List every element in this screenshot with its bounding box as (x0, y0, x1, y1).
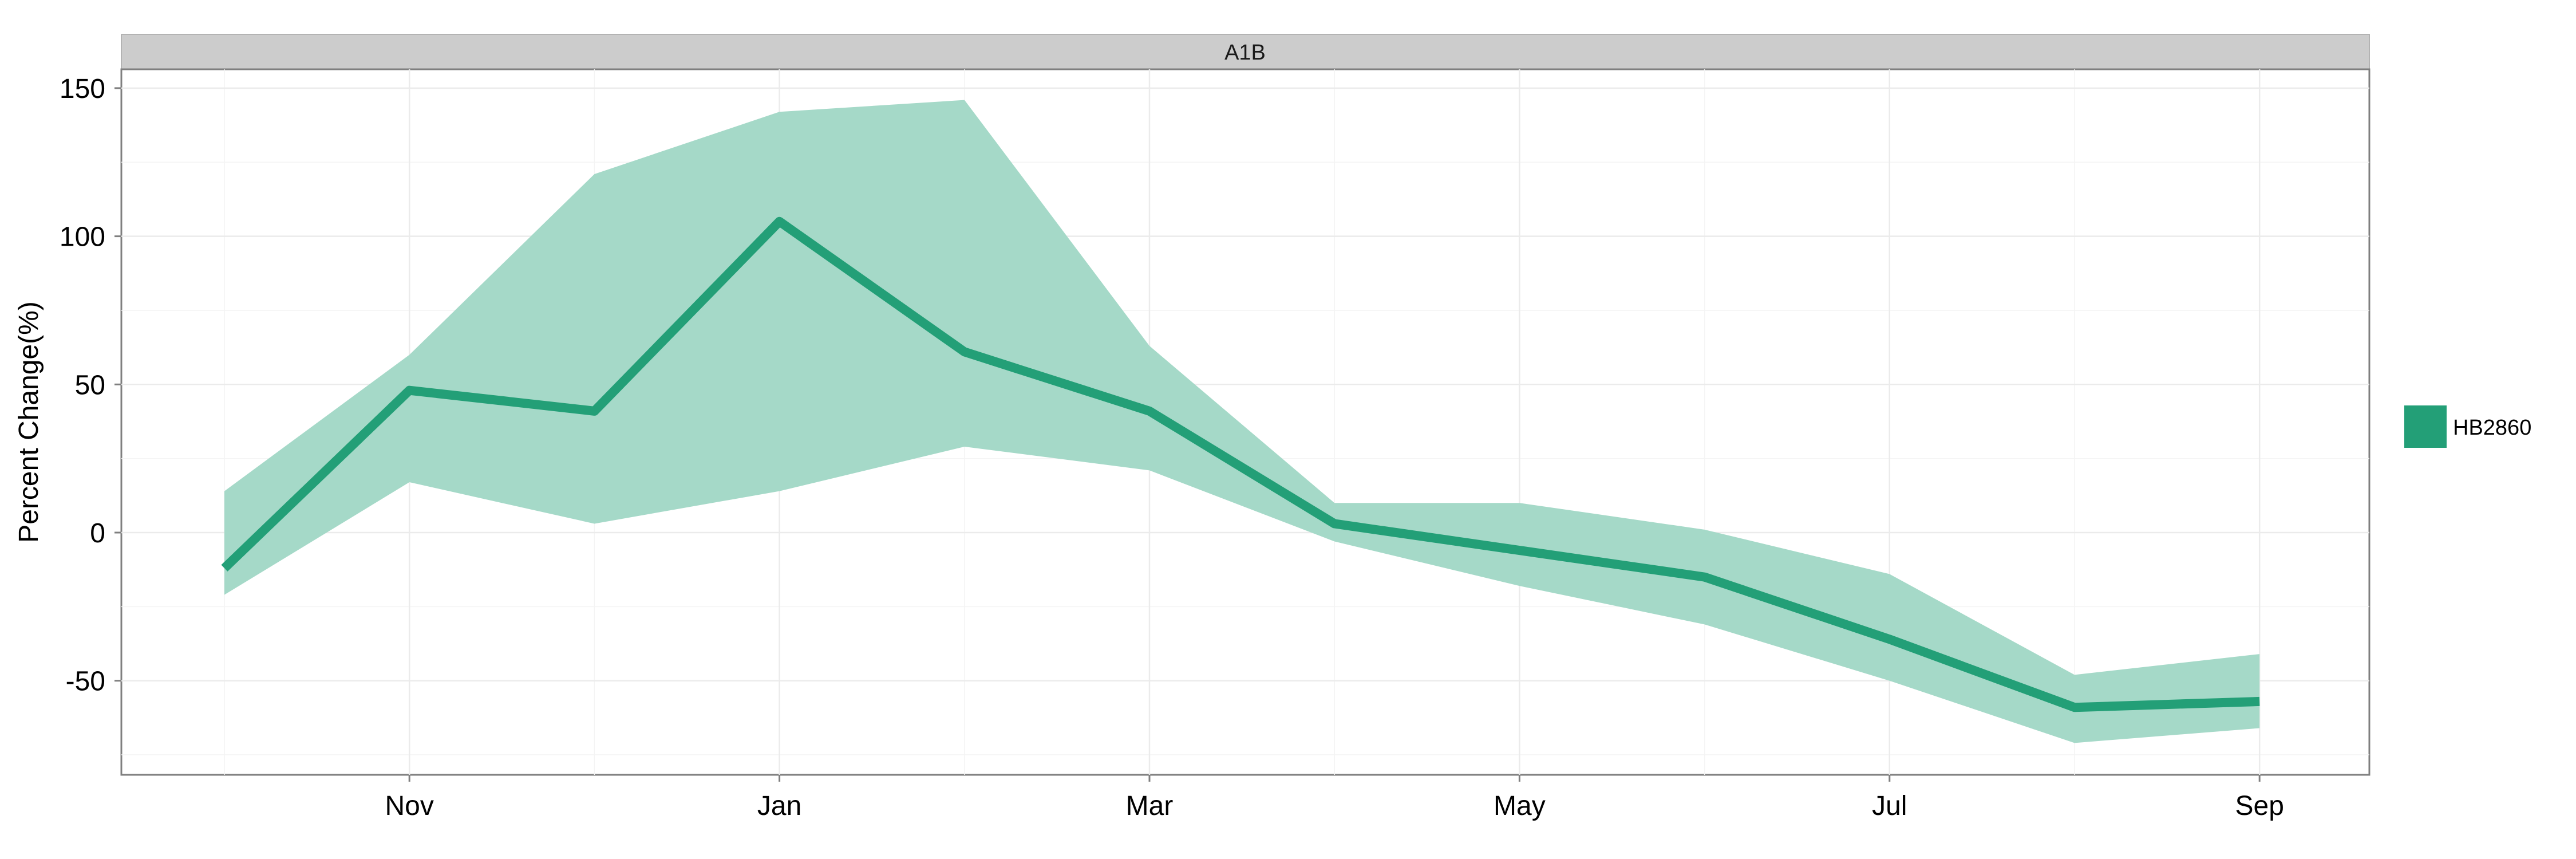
y-tick-label: -50 (66, 667, 105, 697)
facet-strip (121, 34, 2370, 70)
data-point-feb (960, 347, 969, 356)
facet-strip-label: A1B (1224, 41, 1266, 65)
x-axis: Nov Jan Mar May Jul Sep (385, 775, 2284, 821)
data-point-jul (1885, 635, 1894, 644)
y-tick-label: 0 (90, 518, 105, 549)
y-tick-label: 100 (60, 222, 105, 253)
legend-key-hb2860 (2404, 405, 2447, 448)
confidence-band (224, 100, 2260, 743)
y-tick-label: 50 (75, 370, 105, 400)
data-point-sep (2255, 697, 2264, 706)
y-axis-title: Percent Change(%) (14, 301, 44, 543)
data-point-aug (2070, 703, 2079, 712)
x-tick-label: Sep (2235, 791, 2283, 821)
x-tick-label: Jul (1872, 791, 1907, 821)
x-tick-label: May (1494, 791, 1546, 821)
data-point-nov (405, 386, 414, 395)
data-point-dec (590, 407, 599, 416)
data-point-may (1515, 546, 1524, 555)
data-point-oct (220, 564, 229, 573)
data-point-mar (1145, 407, 1154, 416)
x-tick-label: Mar (1126, 791, 1174, 821)
x-tick-label: Jan (757, 791, 801, 821)
data-point-jun (1700, 573, 1709, 582)
data-point-jan (775, 217, 784, 226)
y-axis: 150 100 50 0 -50 (60, 74, 121, 697)
y-tick-label: 150 (60, 74, 105, 104)
data-point-apr (1330, 519, 1339, 528)
legend-label-hb2860: HB2860 (2453, 416, 2531, 440)
series-line (221, 216, 2260, 712)
x-tick-label: Nov (385, 791, 434, 821)
legend: HB2860 (2404, 405, 2531, 448)
